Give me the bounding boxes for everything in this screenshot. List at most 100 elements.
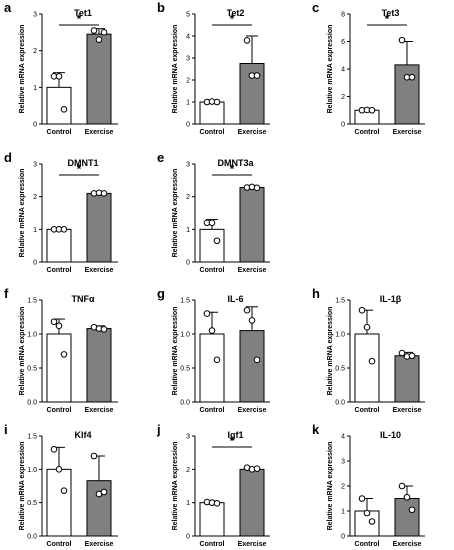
y-axis-label: Relative mRNA expression	[327, 442, 334, 531]
data-point	[253, 72, 261, 79]
data-point	[100, 325, 108, 333]
y-tick-label: 5	[186, 12, 190, 19]
y-axis-label: Relative mRNA expression	[19, 442, 26, 531]
data-point	[253, 356, 261, 364]
y-tick-label: 0.0	[27, 400, 37, 407]
x-tick-label: Exercise	[85, 407, 114, 414]
y-tick-label: 4	[341, 67, 345, 74]
y-tick-label: 2	[186, 467, 190, 474]
y-axis-label: Relative mRNA expression	[172, 442, 179, 531]
y-tick-label: 3	[186, 434, 190, 441]
panel-letter: i	[4, 422, 8, 437]
y-tick-label: 0	[186, 260, 190, 267]
y-tick-label: 1.5	[180, 298, 190, 305]
data-point	[50, 446, 58, 453]
data-point	[90, 452, 98, 460]
bar	[239, 187, 265, 263]
y-tick-label: 0.5	[27, 366, 37, 373]
x-tick-label: Control	[355, 129, 380, 136]
data-point	[95, 36, 103, 43]
bar	[239, 468, 265, 537]
bar	[199, 101, 225, 125]
data-point	[243, 37, 251, 44]
y-tick-label: 3	[186, 56, 190, 63]
panel-title: Tet2	[227, 8, 245, 18]
bar	[199, 228, 225, 263]
bar	[86, 33, 112, 125]
bar	[86, 480, 112, 537]
panel-b: b Tet2 0 1 2 3 4 5 Relative mRNA expression Contr…	[157, 0, 270, 136]
x-tick-label: Exercise	[393, 129, 422, 136]
x-tick-label: Exercise	[393, 541, 422, 548]
y-axis-label: Relative mRNA expression	[327, 307, 334, 396]
bar	[46, 333, 72, 403]
data-point	[358, 306, 366, 314]
panel-letter: j	[156, 422, 161, 437]
panel-letter: a	[4, 0, 12, 15]
y-axis-label: Relative mRNA expression	[172, 307, 179, 396]
bar	[239, 63, 265, 125]
bar	[239, 330, 265, 403]
y-tick-label: 1	[186, 100, 190, 107]
y-tick-label: 3	[33, 12, 37, 19]
y-tick-label: 1.0	[180, 332, 190, 339]
data-point	[363, 323, 371, 331]
y-tick-label: 1	[341, 509, 345, 516]
data-point	[248, 317, 256, 324]
y-tick-label: 0	[341, 122, 345, 129]
panel-title: Tet1	[74, 8, 92, 18]
data-point	[213, 98, 221, 106]
y-tick-label: 1.5	[27, 298, 37, 305]
panel-letter: b	[157, 0, 165, 15]
y-tick-label: 4	[186, 34, 190, 41]
panel-e: e DMNT3a 0 1 2 3 Relative mRNA expression Contr…	[157, 150, 270, 274]
significance-marker: *	[230, 12, 235, 26]
bar	[394, 355, 420, 403]
panel-letter: f	[4, 286, 9, 301]
data-point	[55, 466, 63, 473]
panel-k: k IL-10 0 1 2 3 4 Relative mRNA expression Contr…	[312, 422, 425, 548]
x-tick-label: Control	[355, 407, 380, 414]
significance-marker: *	[77, 12, 82, 26]
data-point	[243, 306, 251, 314]
x-tick-label: Control	[200, 267, 225, 274]
panel-d: d DMNT1 0 1 2 3 Relative mRNA expression Contro…	[4, 150, 118, 274]
panel-title: Klf4	[74, 430, 91, 440]
data-point	[253, 465, 261, 472]
data-point	[100, 190, 108, 197]
y-tick-label: 1.5	[27, 434, 37, 441]
y-tick-label: 0	[186, 534, 190, 541]
data-point	[213, 237, 221, 245]
y-tick-label: 0.0	[335, 400, 345, 407]
bar	[46, 228, 72, 263]
x-tick-label: Exercise	[393, 407, 422, 414]
data-point	[213, 500, 221, 507]
significance-marker: *	[230, 434, 235, 448]
data-point	[368, 357, 376, 365]
y-axis-label: Relative mRNA expression	[19, 307, 26, 396]
x-tick-label: Control	[47, 267, 72, 274]
x-tick-label: Exercise	[85, 267, 114, 274]
y-tick-label: 0	[33, 122, 37, 129]
significance-marker: *	[385, 12, 390, 26]
y-axis-label: Relative mRNA expression	[19, 25, 26, 114]
y-tick-label: 0	[33, 260, 37, 267]
bar	[86, 328, 112, 403]
data-point	[50, 318, 58, 326]
y-tick-label: 0.5	[180, 366, 190, 373]
panel-a: a Tet1 0 1 2 3 Relative mRNA expression Control…	[4, 0, 118, 136]
panel-letter: k	[312, 422, 320, 437]
x-tick-label: Control	[200, 129, 225, 136]
x-tick-label: Exercise	[85, 541, 114, 548]
x-tick-label: Exercise	[238, 407, 267, 414]
data-point	[408, 352, 416, 360]
y-tick-label: 1	[33, 85, 37, 92]
data-point	[358, 495, 366, 502]
x-tick-label: Control	[200, 407, 225, 414]
x-tick-label: Exercise	[238, 129, 267, 136]
y-tick-label: 2	[341, 94, 345, 101]
panel-title: Tet3	[382, 8, 400, 18]
y-axis-label: Relative mRNA expression	[327, 25, 334, 114]
